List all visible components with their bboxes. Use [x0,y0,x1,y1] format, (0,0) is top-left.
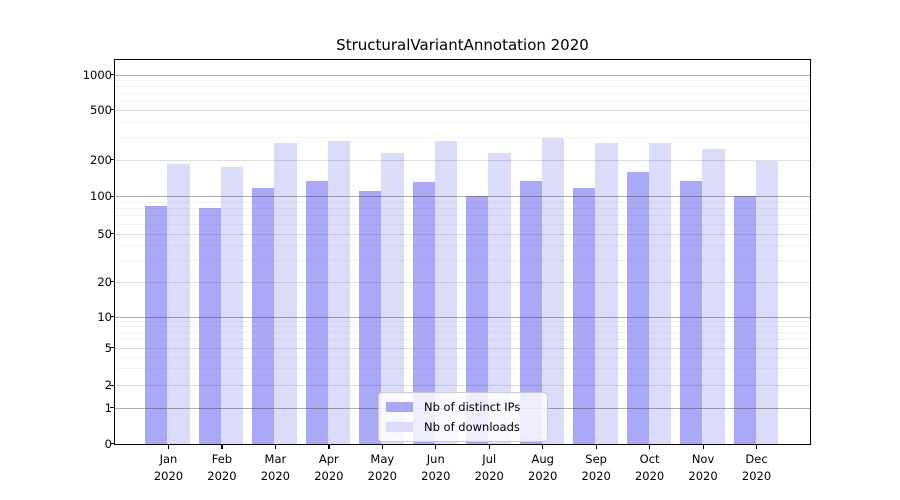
bar-distinct-ips-dec [733,196,756,444]
x-tick-mark [488,444,490,449]
legend-swatch-downloads [386,422,413,432]
x-tick-label-feb: Feb 2020 [207,452,237,484]
y-tick-label-10: 10 [97,309,112,324]
y-tick-label-100: 100 [90,189,112,203]
bar-distinct-ips-aug [519,180,542,444]
bar-downloads-jan [167,164,190,444]
bar-distinct-ips-jun [412,182,435,444]
x-tick-label-jul: Jul 2020 [474,452,504,484]
bar-downloads-jun [434,140,458,444]
bar-distinct-ips-feb [198,208,221,444]
bar-downloads-jul [488,152,511,444]
bar-distinct-ips-may [359,191,382,444]
y-tick-label-500: 500 [90,102,112,117]
y-tick-label-0: 0 [104,436,112,451]
x-tick-mark [221,444,223,449]
bar-distinct-ips-nov [680,180,703,444]
y-tick-mark [110,195,114,197]
bar-distinct-ips-jan [145,206,168,444]
y-tick-label-1000: 1000 [82,67,112,82]
y-tick-label-2: 2 [104,378,112,392]
x-tick-mark [328,444,330,449]
chart-title: StructuralVariantAnnotation 2020 [336,36,589,54]
x-tick-mark [702,444,704,449]
x-tick-mark [274,444,277,449]
bar-distinct-ips-sep [573,187,596,444]
y-tick-mark [110,159,114,161]
y-tick-mark [110,281,114,283]
bar-downloads-may [381,152,404,444]
bar-downloads-oct [648,142,672,444]
x-tick-label-dec: Dec 2020 [741,452,772,484]
y-tick-mark [110,233,114,235]
x-tick-label-may: May 2020 [367,452,397,484]
y-tick-label-20: 20 [97,274,112,289]
y-tick-mark [110,316,114,318]
x-tick-label-mar: Mar 2020 [260,452,291,484]
y-tick-label-5: 5 [104,340,112,355]
bars-layer [115,60,810,444]
bar-downloads-dec [755,161,779,444]
legend-label-downloads: Nb of downloads [424,420,520,434]
x-tick-label-jun: Jun 2020 [421,452,451,484]
bar-distinct-ips-apr [305,181,328,444]
bar-downloads-mar [274,143,297,444]
bar-distinct-ips-oct [626,171,649,444]
x-tick-label-oct: Oct 2020 [634,452,665,484]
x-tick-label-jan: Jan 2020 [153,452,184,484]
x-tick-mark [595,444,597,449]
bar-distinct-ips-jul [466,196,489,444]
x-tick-mark [756,444,758,449]
x-tick-label-sep: Sep 2020 [581,452,611,484]
bar-downloads-nov [702,149,725,444]
y-tick-label-50: 50 [97,226,112,241]
x-tick-mark [381,444,383,449]
x-tick-mark [167,444,170,449]
y-tick-mark [110,407,114,409]
x-tick-label-apr: Apr 2020 [314,452,344,484]
y-tick-mark [110,384,114,386]
y-tick-mark [110,347,114,349]
y-tick-label-1: 1 [104,400,112,415]
y-tick-mark [110,443,114,445]
legend: Nb of distinct IPs Nb of downloads [378,392,548,442]
bar-downloads-feb [220,166,244,444]
legend-item-downloads: Nb of downloads [386,420,539,434]
bar-downloads-sep [595,143,618,444]
x-tick-label-nov: Nov 2020 [688,452,718,484]
plot-area [114,59,811,445]
legend-swatch-distinct-ips [386,402,413,412]
bar-distinct-ips-mar [252,187,275,444]
y-tick-mark [110,74,114,76]
x-tick-label-aug: Aug 2020 [528,452,558,484]
x-tick-mark [649,444,651,449]
bar-downloads-aug [541,138,565,444]
x-tick-mark [435,444,437,449]
bar-downloads-apr [327,141,351,444]
y-tick-mark [110,109,114,111]
legend-item-distinct-ips: Nb of distinct IPs [386,400,539,414]
x-tick-mark [542,444,544,449]
legend-label-distinct-ips: Nb of distinct IPs [424,400,521,414]
y-tick-label-200: 200 [90,152,112,167]
